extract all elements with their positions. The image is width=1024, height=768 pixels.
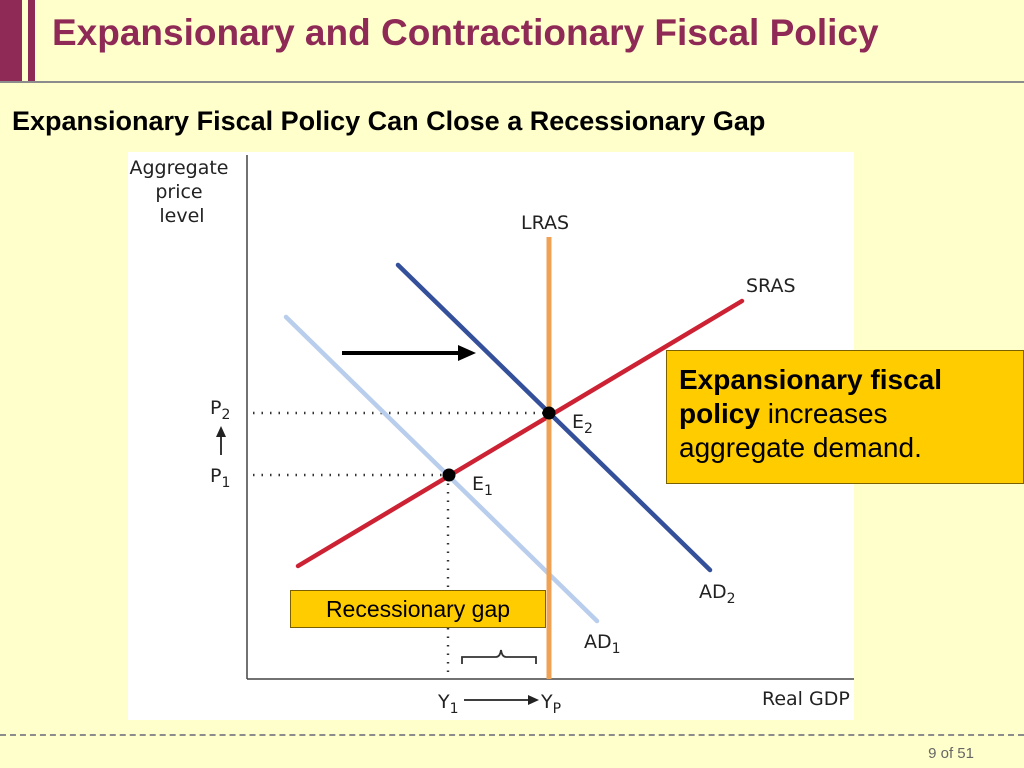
- e2-label-subscript: 2: [584, 421, 593, 437]
- sras-label: SRAS: [746, 275, 796, 297]
- y-axis-label-line-3: level: [159, 205, 204, 227]
- ad1-label-subscript: 1: [612, 641, 621, 657]
- y-axis-label-line-2: price: [155, 181, 202, 203]
- callout-text: increases aggregate demand.: [679, 398, 922, 464]
- ad2-label: AD2: [699, 581, 736, 607]
- title-accent-bar: [0, 0, 22, 82]
- callout-bold-text: Expansionary fiscal policy: [679, 364, 943, 430]
- p1-label-text: P: [210, 465, 221, 487]
- title-accent-gap: [22, 0, 28, 82]
- recessionary-gap-label: Recessionary gap: [290, 590, 546, 628]
- y-axis-label-line-1: Aggregate: [129, 157, 228, 179]
- output-rise-arrow-head: [528, 695, 539, 705]
- p2-label-text: P: [210, 397, 221, 419]
- recessionary-gap-brace: [461, 649, 537, 664]
- p2-label-subscript: 2: [221, 407, 230, 423]
- sras-curve: [295, 298, 745, 569]
- ad1-label-text: AD: [584, 631, 612, 653]
- y1-label: Y1: [437, 691, 459, 717]
- equilibrium-point-e2: [542, 406, 556, 420]
- e2-label-text: E: [572, 411, 584, 433]
- ad1-label: AD1: [584, 631, 621, 657]
- ad1-curve: [283, 314, 600, 624]
- e1-label: E1: [472, 473, 493, 499]
- equilibrium-point-e1: [442, 468, 456, 482]
- p1-label-subscript: 1: [221, 475, 230, 491]
- slide-subtitle: Expansionary Fiscal Policy Can Close a R…: [12, 106, 766, 136]
- x-axis-label: Real GDP: [762, 688, 850, 710]
- y1-label-text: Y: [437, 691, 450, 713]
- lras-label: LRAS: [521, 212, 569, 234]
- yp-label-text: Y: [540, 691, 553, 713]
- expansionary-policy-callout: Expansionary fiscal policy increases agg…: [666, 350, 1024, 484]
- slide-title: Expansionary and Contractionary Fiscal P…: [52, 12, 879, 53]
- e2-label: E2: [572, 411, 593, 437]
- graph-canvas: Aggregate price level Real GDP L: [129, 155, 854, 717]
- yp-label-subscript: P: [553, 701, 561, 717]
- page-number: 9 of 51: [928, 745, 974, 762]
- ad2-label-subscript: 2: [727, 591, 736, 607]
- title-divider: [0, 81, 1024, 83]
- y1-label-subscript: 1: [450, 701, 459, 717]
- ad-shift-arrow-head: [458, 345, 476, 361]
- price-rise-arrow-head: [216, 426, 226, 437]
- y-axis-label: Aggregate price level: [129, 157, 234, 227]
- yp-label: YP: [540, 691, 561, 717]
- e1-label-text: E: [472, 473, 484, 495]
- title-accent-bar-secondary: [28, 0, 35, 82]
- e1-label-subscript: 1: [484, 483, 493, 499]
- ad2-label-text: AD: [699, 581, 727, 603]
- p1-label: P1: [210, 465, 230, 491]
- p2-label: P2: [210, 397, 230, 423]
- footer-divider: [0, 734, 1024, 736]
- ad2-curve: [395, 262, 713, 573]
